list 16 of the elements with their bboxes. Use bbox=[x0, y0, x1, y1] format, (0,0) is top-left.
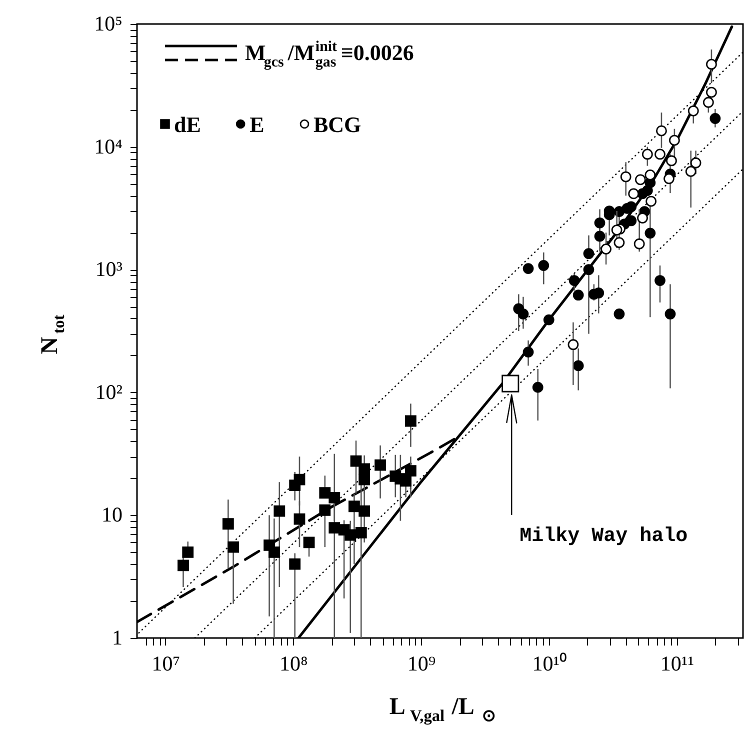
x-tick-label: 10¹⁰ bbox=[532, 652, 567, 676]
legend-label: BCG bbox=[314, 112, 362, 137]
y-tick-label: 1 bbox=[112, 626, 122, 650]
y-tick-label: 10 bbox=[102, 502, 122, 527]
legend-label: E bbox=[250, 112, 264, 137]
y-tick-label: 10² bbox=[95, 380, 122, 404]
y-tick-label: 10⁴ bbox=[94, 134, 122, 158]
x-tick-label: 10⁷ bbox=[152, 652, 180, 676]
y-axis-title: Ntot bbox=[37, 314, 68, 354]
x-tick-label: 10¹¹ bbox=[660, 652, 694, 676]
y-tick-label: 10⁵ bbox=[94, 12, 122, 36]
x-tick-label: 10⁹ bbox=[407, 652, 436, 676]
x-tick-label: 10⁸ bbox=[280, 652, 308, 676]
legend-label: dE bbox=[174, 112, 201, 137]
annotation: Milky Way halo bbox=[520, 524, 688, 548]
y-tick-label: 10³ bbox=[95, 257, 122, 282]
